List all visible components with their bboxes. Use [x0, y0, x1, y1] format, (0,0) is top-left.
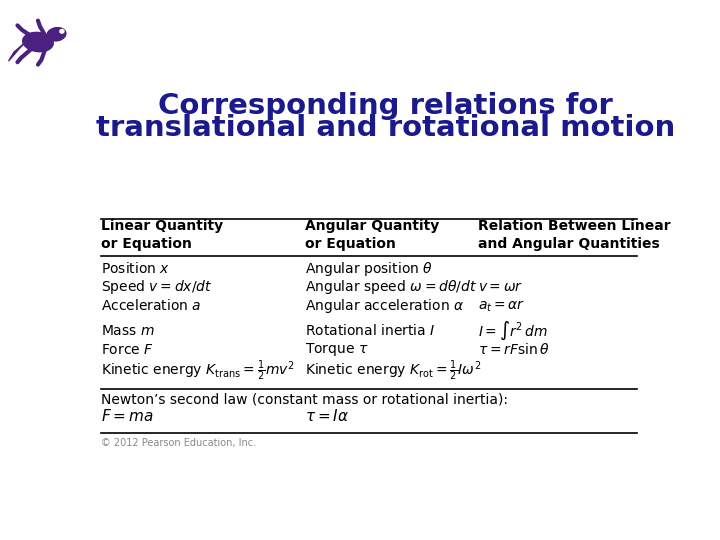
Text: Relation Between Linear
and Angular Quantities: Relation Between Linear and Angular Quan…	[478, 219, 670, 252]
Text: Newton’s second law (constant mass or rotational inertia):: Newton’s second law (constant mass or ro…	[101, 393, 508, 407]
Text: © 2012 Pearson Education, Inc.: © 2012 Pearson Education, Inc.	[101, 438, 256, 448]
Text: Angular position $\theta$: Angular position $\theta$	[305, 260, 433, 278]
Text: Mass $m$: Mass $m$	[101, 324, 155, 338]
Text: Speed $v = dx/dt$: Speed $v = dx/dt$	[101, 278, 212, 296]
Text: Torque $\tau$: Torque $\tau$	[305, 341, 369, 358]
Circle shape	[60, 30, 64, 33]
Polygon shape	[9, 43, 24, 61]
Text: translational and rotational motion: translational and rotational motion	[96, 114, 675, 142]
Text: Rotational inertia $I$: Rotational inertia $I$	[305, 323, 435, 339]
Text: Corresponding relations for: Corresponding relations for	[158, 92, 613, 120]
Text: Position $x$: Position $x$	[101, 261, 171, 276]
Text: Kinetic energy $K_{\mathrm{rot}} = \frac{1}{2}I\omega^2$: Kinetic energy $K_{\mathrm{rot}} = \frac…	[305, 358, 481, 382]
Text: $F = ma$: $F = ma$	[101, 408, 154, 424]
Text: Angular Quantity
or Equation: Angular Quantity or Equation	[305, 219, 439, 252]
Text: Angular acceleration $\alpha$: Angular acceleration $\alpha$	[305, 297, 464, 315]
Text: Angular speed $\omega = d\theta/dt$: Angular speed $\omega = d\theta/dt$	[305, 278, 477, 296]
Text: Force $F$: Force $F$	[101, 342, 154, 356]
Text: Linear Quantity
or Equation: Linear Quantity or Equation	[101, 219, 223, 252]
Text: $a_t = \alpha r$: $a_t = \alpha r$	[478, 298, 525, 314]
Text: $\tau = I\alpha$: $\tau = I\alpha$	[305, 408, 349, 424]
Ellipse shape	[23, 32, 53, 52]
Text: $v = \omega r$: $v = \omega r$	[478, 280, 523, 294]
Text: Acceleration $a$: Acceleration $a$	[101, 299, 202, 313]
Text: $\tau = rF\sin\theta$: $\tau = rF\sin\theta$	[478, 342, 549, 357]
Ellipse shape	[47, 28, 66, 41]
Text: $I = \int r^2\,dm$: $I = \int r^2\,dm$	[478, 320, 548, 342]
Text: Kinetic energy $K_{\mathrm{trans}} = \frac{1}{2}mv^2$: Kinetic energy $K_{\mathrm{trans}} = \fr…	[101, 358, 294, 382]
